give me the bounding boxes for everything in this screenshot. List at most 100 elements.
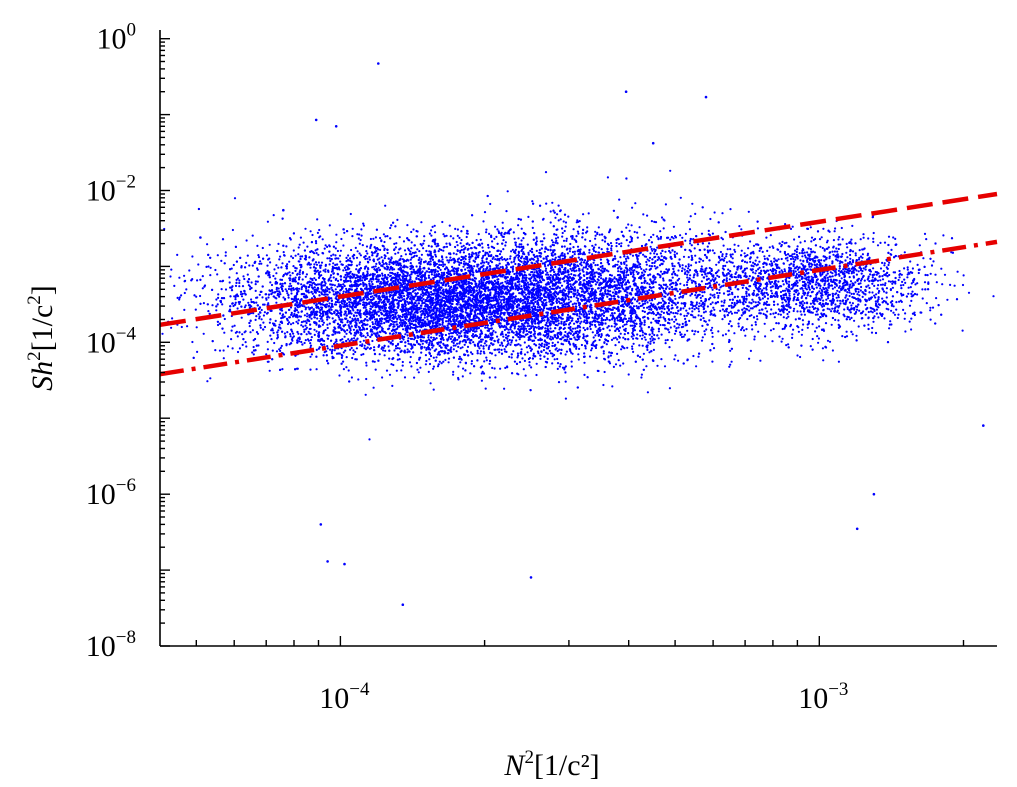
data-point	[660, 310, 663, 313]
data-point	[343, 335, 346, 338]
data-point	[377, 266, 380, 269]
data-point	[254, 289, 257, 292]
data-point	[754, 323, 758, 326]
data-point	[292, 322, 295, 325]
data-point	[402, 338, 405, 341]
data-point	[457, 336, 461, 339]
data-point	[683, 284, 686, 287]
data-point	[560, 320, 563, 323]
data-point	[771, 340, 774, 343]
data-point	[345, 314, 348, 317]
data-point	[573, 250, 577, 253]
data-point	[284, 288, 287, 291]
data-point	[349, 348, 352, 351]
data-point	[867, 237, 870, 240]
data-point	[608, 329, 611, 332]
data-point	[791, 225, 794, 228]
data-point	[737, 325, 740, 328]
data-point	[861, 248, 864, 251]
data-point	[692, 280, 695, 283]
data-point	[262, 314, 265, 317]
data-point	[520, 239, 523, 242]
data-point	[625, 274, 628, 277]
data-point	[238, 281, 241, 285]
data-point	[459, 361, 462, 364]
data-point	[216, 273, 219, 276]
data-point	[258, 262, 261, 265]
data-point	[694, 282, 697, 285]
data-point	[224, 254, 227, 257]
data-point	[808, 311, 811, 314]
data-point	[709, 303, 712, 306]
data-point	[904, 281, 907, 284]
data-point	[908, 304, 912, 307]
data-point	[303, 341, 306, 345]
data-point	[291, 256, 295, 260]
data-point	[552, 241, 555, 244]
data-point	[806, 251, 809, 254]
data-point	[387, 345, 390, 348]
data-point	[483, 211, 487, 214]
data-point	[481, 246, 484, 249]
data-point	[662, 299, 665, 302]
data-point	[801, 300, 804, 303]
data-point	[819, 287, 822, 290]
data-point	[501, 227, 504, 230]
data-point	[539, 357, 542, 360]
data-point	[769, 313, 772, 316]
data-point	[316, 269, 319, 272]
data-point	[667, 309, 671, 312]
data-point	[310, 291, 313, 294]
data-point	[850, 238, 853, 241]
data-point	[290, 255, 293, 258]
data-point	[735, 311, 739, 314]
data-point	[751, 328, 754, 331]
data-point	[640, 337, 644, 340]
data-point	[570, 290, 573, 294]
data-point	[504, 241, 507, 244]
data-point	[348, 301, 351, 304]
data-point	[432, 367, 435, 370]
data-point	[344, 268, 347, 272]
data-point	[431, 255, 434, 258]
data-point	[818, 290, 821, 293]
data-point	[653, 220, 656, 223]
data-point	[383, 331, 387, 334]
data-point	[733, 248, 736, 251]
data-point	[459, 251, 462, 254]
data-point	[348, 340, 351, 343]
data-point	[878, 275, 881, 278]
data-point	[651, 326, 654, 329]
data-point	[196, 279, 199, 282]
data-point	[925, 238, 928, 241]
data-point	[791, 336, 794, 339]
data-point	[748, 301, 751, 304]
data-point	[559, 302, 562, 305]
data-point	[678, 288, 682, 291]
data-point	[410, 241, 413, 244]
data-point	[705, 256, 709, 259]
data-point	[329, 348, 332, 351]
data-point	[848, 301, 852, 304]
data-point	[882, 270, 885, 273]
data-point	[318, 314, 322, 317]
data-point	[822, 359, 825, 362]
data-point	[668, 331, 671, 334]
data-point	[926, 274, 929, 277]
data-point	[613, 312, 616, 315]
data-point	[475, 239, 478, 242]
data-point	[594, 264, 597, 267]
data-point	[775, 322, 778, 325]
data-point	[729, 310, 732, 313]
data-point	[679, 234, 682, 237]
data-point	[796, 354, 799, 357]
data-point	[306, 315, 309, 318]
data-point	[640, 376, 643, 379]
data-point	[758, 260, 761, 263]
data-point	[636, 333, 639, 336]
data-point	[921, 288, 924, 291]
data-point	[841, 252, 844, 256]
data-point	[537, 281, 540, 284]
data-point	[490, 315, 493, 318]
data-point	[632, 305, 636, 308]
